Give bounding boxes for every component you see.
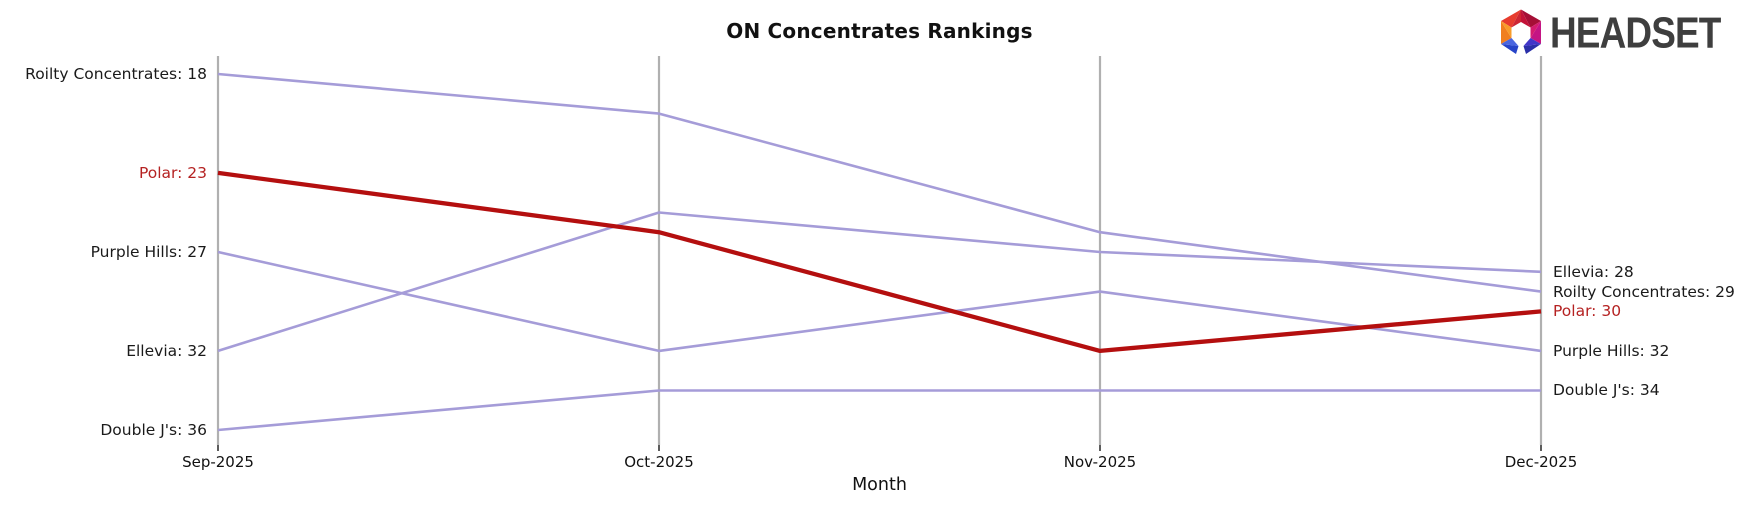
series-end-label-purple-hills: Purple Hills: 32	[1553, 342, 1670, 360]
series-start-label-double-j-s: Double J's: 36	[100, 421, 207, 439]
series-start-label-ellevia: Ellevia: 32	[126, 342, 207, 360]
series-line-double-j-s	[217, 389, 1541, 432]
x-tick-label-dec-2025: Dec-2025	[1504, 453, 1578, 471]
headset-logo-text: HEADSET	[1550, 8, 1721, 57]
chart-title: ON Concentrates Rankings	[726, 19, 1033, 43]
series-line-polar	[217, 170, 1542, 354]
series-start-label-purple-hills: Purple Hills: 27	[90, 243, 207, 261]
series-end-label-polar: Polar: 30	[1553, 302, 1622, 320]
series-end-label-roilty-concentrates: Roilty Concentrates: 29	[1553, 283, 1735, 301]
series-line-purple-hills	[217, 250, 1542, 353]
series-line-roilty-concentrates	[217, 72, 1542, 293]
headset-logo: HEADSET	[1492, 8, 1744, 58]
headset-logo-icon	[1501, 9, 1541, 54]
series-end-label-ellevia: Ellevia: 28	[1553, 263, 1634, 281]
series-line-ellevia	[217, 211, 1542, 353]
x-tick-label-sep-2025: Sep-2025	[182, 453, 254, 471]
series-end-label-double-j-s: Double J's: 34	[1553, 381, 1660, 399]
x-tick-label-nov-2025: Nov-2025	[1063, 453, 1137, 471]
series-start-label-roilty-concentrates: Roilty Concentrates: 18	[25, 65, 207, 83]
x-axis-title: Month	[852, 475, 907, 495]
x-tick-label-oct-2025: Oct-2025	[624, 453, 694, 471]
series-start-label-polar: Polar: 23	[138, 164, 207, 182]
